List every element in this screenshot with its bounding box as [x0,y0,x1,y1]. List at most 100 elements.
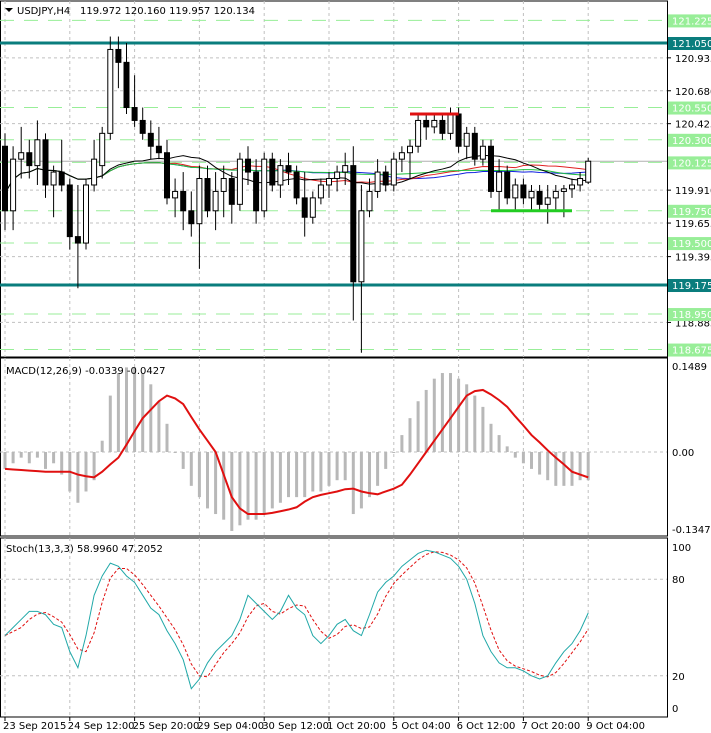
level-label-bg [668,279,711,293]
candle-body [58,171,65,186]
macd-histogram-bar [530,452,533,469]
macd-histogram-bar [270,452,274,509]
stoch-axis-label: 0 [672,704,678,715]
macd-histogram-bar [562,452,566,486]
macd-histogram-bar [238,452,242,526]
candle-body [42,139,49,186]
candle-body [34,139,41,167]
macd-histogram-bar [206,452,209,509]
candle-body [471,132,478,160]
candle-body [50,171,57,186]
level-label: 118.950 [672,310,711,321]
candle-body [83,184,89,244]
time-label: 5 Oct 04:00 [392,721,451,732]
candle-body [155,145,162,154]
macd-histogram-bar [181,452,185,469]
candle-body [439,119,446,134]
level-label-bg [668,204,711,218]
candle-body [463,132,470,147]
candle-body [26,152,33,167]
macd-histogram-bar [173,452,177,453]
macd-histogram-bar [100,440,104,452]
candle-body [520,184,527,199]
macd-histogram-bar [335,452,339,481]
price-tick-label: 119.655 [675,219,711,230]
candle-body [334,171,341,180]
candle-body [10,158,17,212]
level-label: 119.500 [672,239,711,250]
macd-histogram-bar [230,452,234,531]
macd-histogram-bar [440,373,444,452]
macd-histogram-bar [449,373,452,452]
time-label: 1 Oct 20:00 [327,721,386,732]
macd-histogram-bar [35,452,39,458]
level-label-bg [668,308,711,322]
macd-histogram-bar [311,452,315,492]
candle-body [585,160,592,183]
macd-histogram-bar [489,423,493,452]
candle-body [447,113,454,134]
level-label: 121.225 [672,16,711,27]
stoch-axis-label: 100 [672,543,691,554]
level-label: 120.300 [672,136,711,147]
macd-histogram-bar [424,389,428,452]
macd-histogram-bar [400,435,404,452]
macd-histogram-bar [125,367,128,452]
candle-body [228,178,235,205]
level-label: 121.050 [672,39,711,50]
stochastic-panel[interactable]: 100 80 20 0 [0,537,691,718]
level-label: 119.175 [672,281,711,292]
level-label-bg [668,101,711,115]
candle-body [220,178,227,192]
candle-body [536,190,543,205]
macd-histogram-bar [278,452,282,503]
macd-histogram-bar [570,452,574,486]
candle-body [245,158,251,173]
candle-body [180,190,187,212]
ohlc-readout: 119.972 120.160 119.957 120.134 [80,6,255,17]
candle-body [212,190,219,212]
macd-histogram-bar [197,452,201,498]
macd-histogram-bar [538,452,542,475]
macd-histogram-bar [287,452,290,498]
candle-body [277,165,284,186]
candle-body [269,158,276,186]
candle-body [123,61,130,109]
candle-body [374,171,381,192]
macd-histogram-bar [108,395,112,452]
candle-body [91,158,98,186]
macd-histogram-bar [76,452,80,503]
candle-body [415,119,422,147]
stoch-axis-label: 20 [672,672,685,683]
candle-body [528,190,535,199]
macd-histogram-bar [60,452,64,475]
price-panel-frame [0,0,668,358]
candle-body [317,184,324,199]
price-panel[interactable]: 120.935 120.680 120.425 119.910 119.655 119.3… [0,0,711,358]
macd-histogram-bar [473,395,477,452]
macd-histogram-bar [11,452,15,464]
candle-body [301,197,308,218]
candle-body [560,188,567,192]
candle-body [455,113,462,147]
macd-axis-label: -0.1347 [672,525,711,536]
macd-histogram-bar [505,446,509,452]
time-label: 7 Oct 20:00 [521,721,580,732]
dropdown-triangle-icon[interactable] [5,8,13,12]
candle-body [350,165,357,283]
level-label: 120.125 [672,158,711,169]
candle-body [431,119,438,128]
macd-title: MACD(12,26,9) -0.0339 -0.0427 [6,366,166,377]
candle-body [253,171,260,212]
candle-body [204,178,211,212]
candle-body [366,190,373,212]
macd-histogram-bar [189,452,193,486]
macd-histogram-bar [149,384,153,452]
candle-body [147,132,154,147]
macd-histogram-bar [376,452,380,486]
macd-panel[interactable]: 0.1489 0.00 -0.1347 [0,357,711,537]
chart-header: USDJPY,H4 119.972 120.160 119.957 120.13… [5,6,255,17]
macd-histogram-bar [586,452,590,481]
macd-histogram-bar [295,452,299,498]
